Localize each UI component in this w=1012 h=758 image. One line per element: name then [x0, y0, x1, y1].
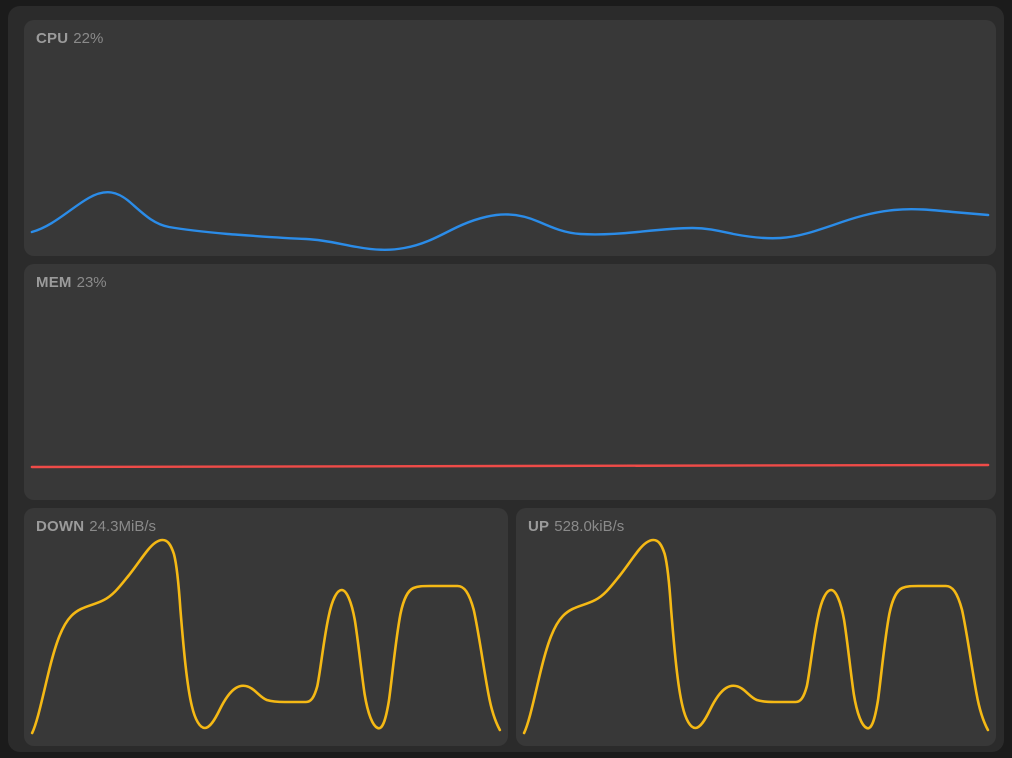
mem-line-path	[32, 465, 988, 467]
panel-down[interactable]: DOWN 24.3MiB/s	[24, 508, 508, 746]
panel-mem[interactable]: MEM 23%	[24, 264, 996, 500]
mem-graph	[24, 264, 996, 500]
panel-cpu[interactable]: CPU 22%	[24, 20, 996, 256]
cpu-graph	[24, 20, 996, 256]
up-graph	[516, 508, 996, 746]
up-line-path	[524, 540, 988, 733]
cpu-line-path	[32, 192, 988, 250]
monitor-container: CPU 22% MEM 23% DOWN 24.3MiB/s	[8, 6, 1004, 752]
down-line-path	[32, 540, 500, 733]
panel-up[interactable]: UP 528.0kiB/s	[516, 508, 996, 746]
down-graph	[24, 508, 508, 746]
